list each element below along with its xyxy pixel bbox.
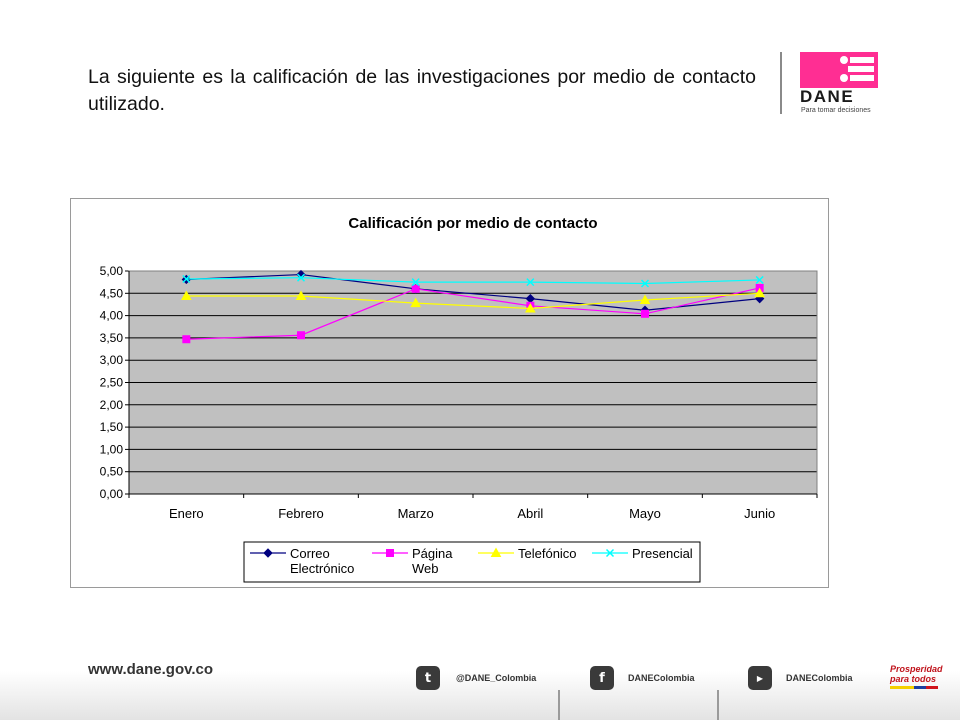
prosperidad-line1: Prosperidad — [890, 664, 943, 674]
data-point-series-4 — [296, 273, 306, 282]
flag-stripe — [890, 686, 938, 689]
twitter-link[interactable]: t @DANE_Colombia — [416, 666, 536, 690]
x-tick-label: Febrero — [278, 506, 324, 521]
dane-logo-word: DANE — [800, 87, 855, 106]
y-tick-label: 2,00 — [100, 398, 124, 412]
line-chart: Calificación por medio de contacto 0,00 0,… — [100, 215, 818, 583]
chart-frame: Calificación por medio de contacto 0,00 0,… — [70, 198, 829, 588]
dane-logo-tagline: Para tomar decisiones — [801, 107, 871, 114]
legend-label: Página — [412, 546, 453, 561]
facebook-link[interactable]: f DANEColombia — [590, 666, 695, 690]
facebook-icon: f — [590, 666, 614, 690]
chart-title: Calificación por medio de contacto — [348, 215, 597, 232]
youtube-icon: ▶ — [748, 666, 772, 690]
legend-label: Telefónico — [518, 546, 577, 561]
x-tick-label: Mayo — [629, 506, 661, 521]
footer-divider — [558, 690, 560, 720]
header-divider — [780, 52, 782, 114]
y-tick-label: 3,00 — [100, 353, 124, 367]
legend-label: Electrónico — [290, 561, 354, 576]
data-point-series-2 — [411, 284, 420, 293]
data-point-series-4 — [640, 279, 650, 288]
y-tick-label: 1,00 — [100, 442, 124, 456]
youtube-handle: DANEColombia — [786, 673, 853, 683]
legend-label: Correo — [290, 546, 330, 561]
y-tick-label: 4,50 — [100, 286, 124, 300]
x-tick-label: Enero — [169, 506, 204, 521]
y-tick-label: 1,50 — [100, 420, 124, 434]
legend-label: Presencial — [632, 546, 693, 561]
data-point-series-3 — [639, 294, 651, 304]
legend-box — [243, 541, 701, 583]
y-tick-label: 3,50 — [100, 331, 124, 345]
data-point-series-2 — [641, 309, 649, 318]
x-tick-label: Abril — [517, 506, 543, 521]
twitter-icon: t — [416, 666, 440, 690]
y-tick-label: 0,50 — [100, 465, 124, 479]
data-point-series-2 — [182, 335, 191, 344]
x-tick-label: Marzo — [398, 506, 434, 521]
legend-marker — [605, 548, 615, 558]
data-point-series-2 — [297, 331, 305, 340]
legend-marker — [386, 549, 394, 557]
y-tick-label: 2,50 — [100, 376, 124, 390]
data-point-series-3 — [295, 290, 307, 300]
data-point-series-3 — [754, 287, 766, 298]
dane-logo-mark — [800, 52, 878, 88]
facebook-handle: DANEColombia — [628, 673, 695, 683]
series-line-1 — [186, 273, 760, 311]
page-heading: La siguiente es la calificación de las i… — [88, 66, 756, 115]
series-line-4 — [186, 277, 760, 285]
legend-label: Web — [412, 561, 439, 576]
legend-marker — [490, 547, 502, 557]
x-tick-label: Junio — [744, 506, 775, 521]
y-tick-label: 5,00 — [100, 264, 124, 278]
prosperidad-logo: Prosperidad para todos — [890, 664, 943, 689]
youtube-link[interactable]: ▶ DANEColombia — [748, 666, 853, 690]
y-tick-label: 0,00 — [100, 487, 124, 501]
legend-marker — [263, 548, 273, 558]
data-point-series-4 — [182, 274, 191, 284]
footer-bar — [0, 650, 960, 720]
data-point-series-4 — [526, 278, 535, 287]
prosperidad-line2: para todos — [890, 674, 937, 684]
series-line-2 — [186, 287, 760, 340]
dane-logo: DANE Para tomar decisiones — [800, 52, 880, 120]
data-point-series-4 — [755, 275, 764, 284]
data-point-series-3 — [524, 302, 536, 313]
footer-divider — [717, 690, 719, 720]
series-line-3 — [186, 292, 760, 310]
data-point-series-3 — [410, 297, 422, 308]
twitter-handle: @DANE_Colombia — [456, 673, 537, 683]
data-point-series-4 — [411, 278, 420, 287]
data-point-series-3 — [180, 290, 192, 300]
website-link[interactable]: www.dane.gov.co — [88, 661, 214, 678]
dane-logo-icon — [840, 56, 874, 82]
y-tick-label: 4,00 — [100, 309, 124, 323]
